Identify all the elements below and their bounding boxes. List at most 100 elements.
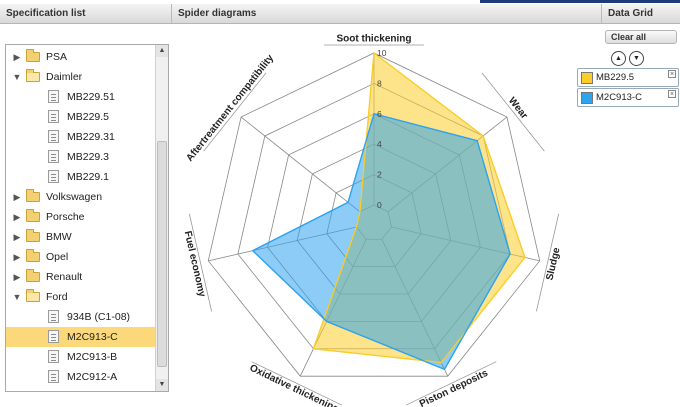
tree-scrollbar[interactable]: ▲ ▼ (155, 45, 168, 391)
tree-group-opel[interactable]: ▶ Opel (6, 247, 156, 267)
document-icon (48, 330, 59, 343)
tick-label: 4 (377, 139, 382, 149)
document-icon (48, 310, 59, 323)
tree-group-daimler[interactable]: ▼ Daimler (6, 67, 156, 87)
tree-leaf[interactable]: MB229.31 (6, 127, 156, 147)
tree-item-label: Porsche (46, 211, 85, 223)
tree-item-label: MB229.3 (67, 151, 110, 163)
tree-group-psa[interactable]: ▶ PSA (6, 47, 156, 67)
tree-group-porsche[interactable]: ▶ Porsche (6, 207, 156, 227)
specification-tree[interactable]: ▶ PSA ▼ Daimler MB229.51 MB229.5 MB229.31 MB229… (5, 44, 169, 392)
document-icon (48, 110, 59, 123)
tick-label: 8 (377, 78, 382, 88)
axis-label-baseline (536, 213, 560, 312)
folder-icon (26, 249, 40, 262)
tree-group-volkswagen[interactable]: ▶ Volkswagen (6, 187, 156, 207)
folder-icon (26, 49, 40, 62)
column-header-bar: Specification list Spider diagrams Data … (0, 4, 680, 24)
tree-item-label: M2C912-A (67, 371, 118, 383)
tree-item-label: M2C913-B (67, 351, 118, 363)
collapsed-arrow-icon[interactable]: ▶ (13, 272, 21, 282)
folder-icon (26, 269, 40, 282)
tree-item-label: Renault (46, 271, 83, 283)
document-icon (48, 130, 59, 143)
tree-item-label: Opel (46, 251, 69, 263)
folder-open-icon (26, 69, 40, 82)
tree-item-label: BMW (46, 231, 72, 243)
tree-leaf[interactable]: MB229.5 (6, 107, 156, 127)
folder-icon (26, 209, 40, 222)
move-down-icon[interactable]: ▼ (629, 51, 644, 66)
tree-leaf[interactable]: 934B (C1-08) (6, 307, 156, 327)
tree-item-label: Daimler (46, 71, 83, 83)
scroll-down-icon[interactable]: ▼ (156, 379, 168, 391)
collapsed-arrow-icon[interactable]: ▶ (13, 192, 21, 202)
tick-label: 0 (377, 200, 382, 210)
folder-icon (26, 189, 40, 202)
series-label: MB229.5 (596, 72, 635, 83)
axis-label-baseline (406, 361, 497, 406)
series-swatch (581, 92, 593, 104)
series-swatch (581, 72, 593, 84)
series-item-m2c913-c[interactable]: M2C913-C × (577, 88, 679, 107)
tree-leaf[interactable]: MB229.3 (6, 147, 156, 167)
clear-all-button[interactable]: Clear all (605, 30, 677, 44)
move-up-icon[interactable]: ▲ (611, 51, 626, 66)
header-spider-diagrams: Spider diagrams (172, 4, 602, 24)
tree-item-label: Volkswagen (46, 191, 103, 203)
close-icon[interactable]: × (668, 70, 676, 78)
series-outline-1 (251, 113, 511, 371)
header-data-grid: Data Grid (608, 8, 654, 19)
tree-item-label: MB229.1 (67, 171, 110, 183)
top-accent-bar (480, 0, 680, 3)
tick-label: 6 (377, 109, 382, 119)
series-outline-0 (312, 51, 526, 364)
data-grid-panel: Clear all ▲ ▼ MB229.5 × M2C913-C × (577, 24, 680, 407)
tree-leaf[interactable]: M2C912-A (6, 367, 156, 387)
document-icon (48, 170, 59, 183)
collapsed-arrow-icon[interactable]: ▶ (13, 252, 21, 262)
tree-item-label: M2C913-C (67, 331, 118, 343)
tree-leaf[interactable]: M2C913-B (6, 347, 156, 367)
grid-spoke (240, 116, 361, 213)
axis-label: Piston deposits (418, 368, 490, 407)
document-icon (48, 350, 59, 363)
folder-icon (26, 229, 40, 242)
top-strip (0, 0, 680, 4)
folder-open-icon (26, 289, 40, 302)
expanded-arrow-icon[interactable]: ▼ (12, 292, 22, 302)
tree-item-label: 934B (C1-08) (67, 311, 131, 323)
axis-label-baseline (188, 213, 212, 312)
tree-item-label: MB229.51 (67, 91, 115, 103)
tree-item-label: MB229.31 (67, 131, 115, 143)
axis-label: Fuel economy (182, 230, 208, 298)
scroll-up-icon[interactable]: ▲ (156, 45, 168, 57)
tree-leaf[interactable]: M2C913-C (6, 327, 156, 347)
collapsed-arrow-icon[interactable]: ▶ (13, 212, 21, 222)
tree-leaf[interactable]: MB229.1 (6, 167, 156, 187)
scroll-thumb[interactable] (157, 141, 167, 367)
tree-group-renault[interactable]: ▶ Renault (6, 267, 156, 287)
axis-label: Soot thickening (337, 34, 412, 45)
tree-item-label: Ford (46, 291, 68, 303)
document-icon (48, 370, 59, 383)
tree-group-ford[interactable]: ▼ Ford (6, 287, 156, 307)
axis-label-baseline (251, 361, 342, 406)
axis-label-baseline (203, 72, 267, 152)
spider-diagram: 0 2 4 6 8 10 Soot thickening Wear Sludge Piston d… (172, 24, 602, 407)
tree-item-label: PSA (46, 51, 68, 63)
tree-group-bmw[interactable]: ▶ BMW (6, 227, 156, 247)
collapsed-arrow-icon[interactable]: ▶ (13, 52, 21, 62)
collapsed-arrow-icon[interactable]: ▶ (13, 232, 21, 242)
tick-label: 10 (377, 48, 387, 58)
tree-list: ▶ PSA ▼ Daimler MB229.51 MB229.5 MB229.31 MB229… (6, 45, 156, 387)
series-area-1 (252, 113, 511, 370)
expanded-arrow-icon[interactable]: ▼ (12, 72, 22, 82)
tree-item-label: MB229.5 (67, 111, 110, 123)
tree-leaf[interactable]: MB229.51 (6, 87, 156, 107)
close-icon[interactable]: × (668, 90, 676, 98)
axis-label: Sludge (544, 246, 562, 281)
series-item-mb229-5[interactable]: MB229.5 × (577, 68, 679, 87)
document-icon (48, 150, 59, 163)
